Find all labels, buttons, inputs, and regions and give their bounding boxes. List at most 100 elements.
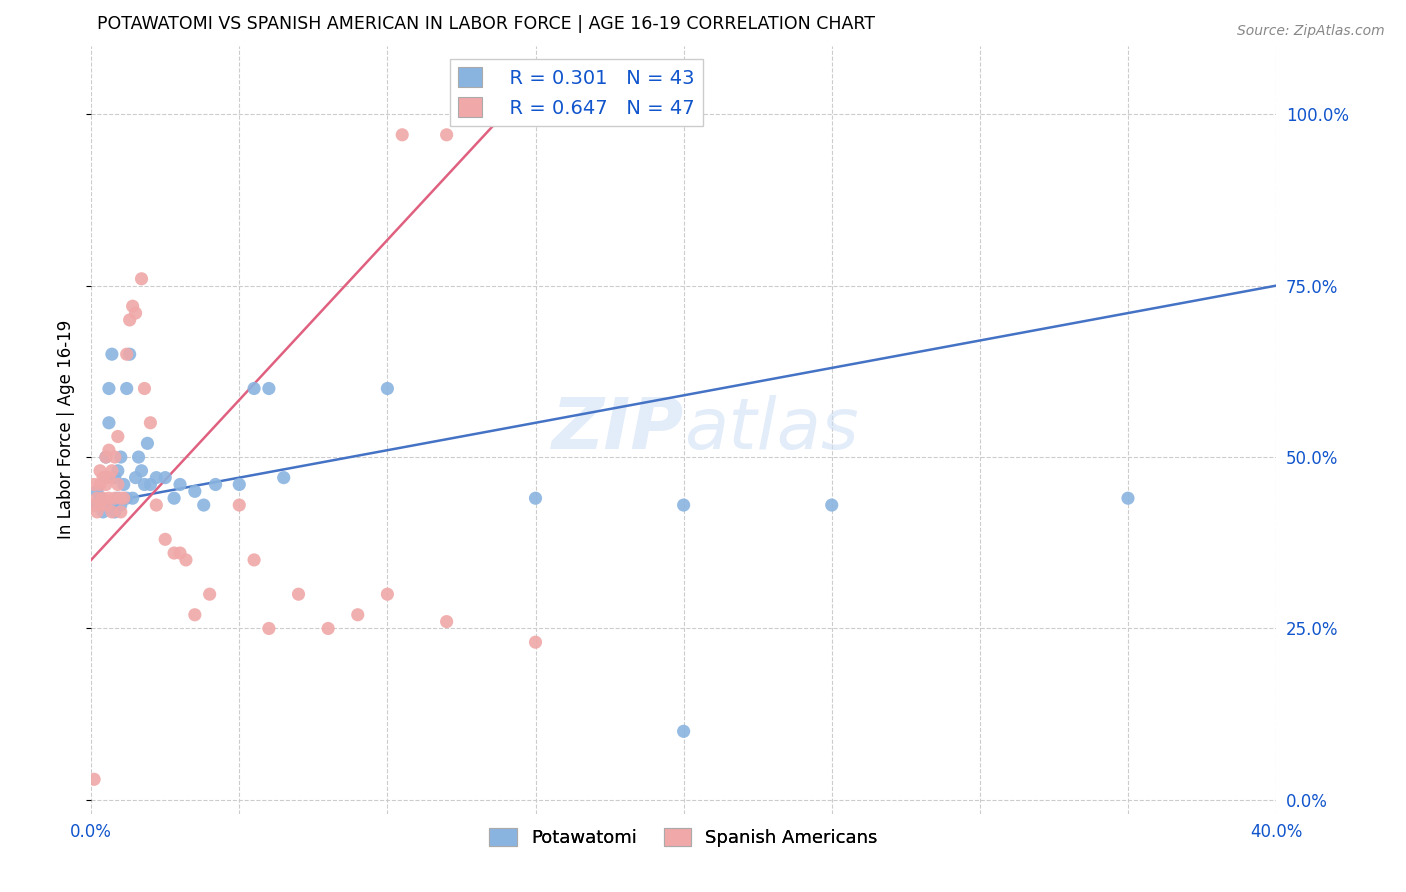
Point [110, 491, 132, 506]
Point [672, 724, 695, 739]
Point [101, 498, 124, 512]
Point [97, 491, 120, 506]
Point [94, 450, 117, 464]
Point [86, 491, 108, 506]
Point [104, 505, 127, 519]
Point [83, 477, 105, 491]
Point [94, 470, 117, 484]
Point [436, 128, 458, 142]
Legend: Potawatomi, Spanish Americans: Potawatomi, Spanish Americans [482, 821, 884, 855]
Point [257, 382, 280, 396]
Point [316, 622, 339, 636]
Point [228, 477, 250, 491]
Point [136, 436, 159, 450]
Point [672, 498, 695, 512]
Point [115, 491, 138, 506]
Text: Source: ZipAtlas.com: Source: ZipAtlas.com [1237, 24, 1385, 38]
Point [104, 450, 127, 464]
Point [155, 470, 177, 484]
Point [83, 498, 105, 512]
Point [118, 347, 141, 361]
Point [155, 533, 177, 547]
Point [346, 607, 368, 622]
Point [110, 450, 132, 464]
Point [101, 347, 124, 361]
Point [83, 772, 105, 787]
Point [97, 416, 120, 430]
Point [101, 464, 124, 478]
Point [91, 505, 114, 519]
Point [139, 416, 162, 430]
Point [121, 491, 143, 506]
Point [184, 607, 207, 622]
Point [115, 382, 138, 396]
Point [257, 622, 280, 636]
Point [193, 498, 215, 512]
Point [228, 498, 250, 512]
Point [97, 470, 120, 484]
Point [89, 491, 111, 506]
Point [107, 491, 129, 506]
Point [107, 429, 129, 443]
Point [107, 477, 129, 491]
Point [86, 505, 108, 519]
Point [94, 450, 117, 464]
Point [89, 498, 111, 512]
Point [83, 498, 105, 512]
Point [524, 635, 547, 649]
Point [184, 484, 207, 499]
Point [391, 128, 413, 142]
Point [128, 450, 150, 464]
Point [124, 470, 146, 484]
Point [104, 470, 127, 484]
Point [131, 272, 153, 286]
Point [97, 382, 120, 396]
Point [821, 498, 844, 512]
Point [243, 382, 266, 396]
Point [273, 470, 295, 484]
Text: POTAWATOMI VS SPANISH AMERICAN IN LABOR FORCE | AGE 16-19 CORRELATION CHART: POTAWATOMI VS SPANISH AMERICAN IN LABOR … [97, 15, 875, 33]
Point [97, 443, 120, 458]
Point [163, 491, 186, 506]
Point [145, 498, 167, 512]
Point [110, 498, 132, 512]
Point [112, 477, 135, 491]
Y-axis label: In Labor Force | Age 16-19: In Labor Force | Age 16-19 [58, 320, 75, 540]
Point [118, 313, 141, 327]
Point [243, 553, 266, 567]
Point [139, 477, 162, 491]
Text: ZIP: ZIP [551, 395, 683, 464]
Point [91, 491, 114, 506]
Point [198, 587, 221, 601]
Point [169, 546, 191, 560]
Point [89, 477, 111, 491]
Point [121, 299, 143, 313]
Point [169, 477, 191, 491]
Point [86, 484, 108, 499]
Text: atlas: atlas [683, 395, 858, 464]
Point [287, 587, 309, 601]
Point [89, 464, 111, 478]
Point [134, 477, 156, 491]
Point [131, 464, 153, 478]
Point [436, 615, 458, 629]
Point [112, 491, 135, 506]
Point [94, 498, 117, 512]
Point [204, 477, 226, 491]
Point [174, 553, 197, 567]
Point [110, 505, 132, 519]
Point [524, 491, 547, 506]
Point [104, 491, 127, 506]
Point [1116, 491, 1139, 506]
Point [115, 347, 138, 361]
Point [94, 477, 117, 491]
Point [377, 587, 399, 601]
Point [101, 505, 124, 519]
Point [145, 470, 167, 484]
Point [107, 464, 129, 478]
Point [377, 382, 399, 396]
Point [134, 382, 156, 396]
Point [163, 546, 186, 560]
Point [91, 470, 114, 484]
Point [124, 306, 146, 320]
